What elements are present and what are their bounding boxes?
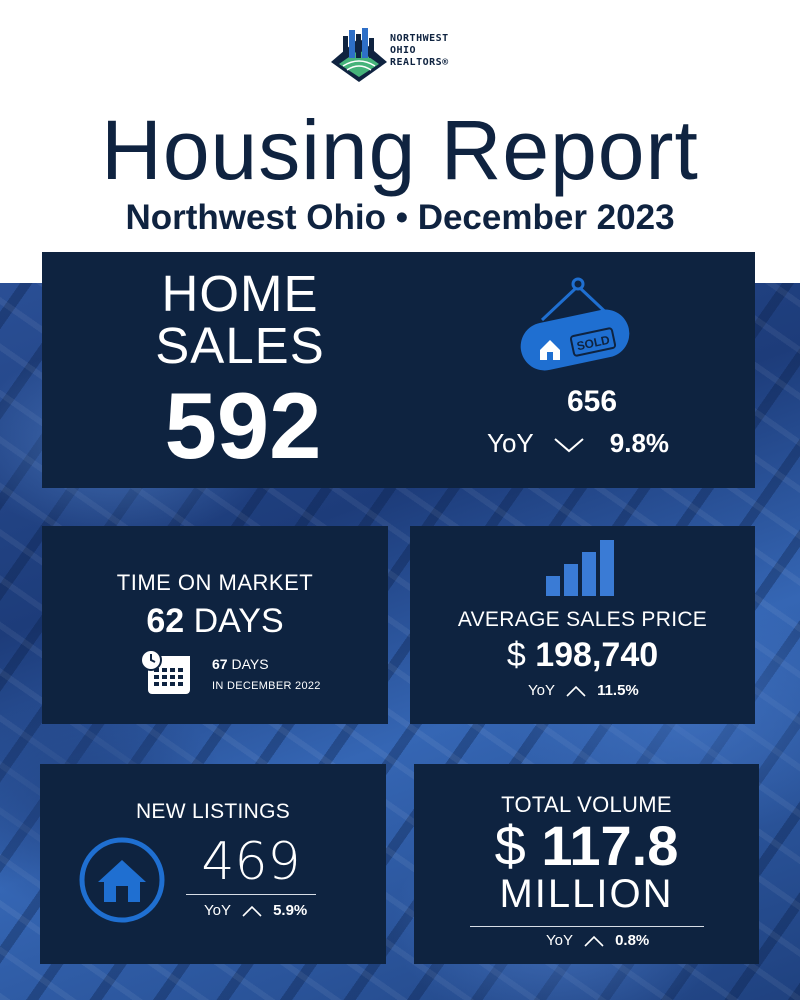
yoy-label: YoY	[204, 902, 231, 919]
total-volume-unit: MILLION	[499, 872, 674, 916]
home-sales-previous-value: 656	[566, 385, 618, 418]
northwest-ohio-realtors-logo: NORTHWEST OHIO REALTORS®	[329, 26, 469, 84]
logo-wordmark: NORTHWEST OHIO REALTORS®	[390, 33, 449, 69]
home-sales-yoy-pct: 9.8%	[609, 428, 670, 458]
average-sales-price-amount: 198,740	[535, 636, 659, 674]
home-sales-title-line2: SALES	[155, 317, 325, 374]
logo-line-1: NORTHWEST	[390, 33, 449, 44]
chevron-up-icon	[242, 905, 262, 917]
currency-symbol: $	[494, 814, 526, 877]
time-on-market-title: TIME ON MARKET	[116, 570, 314, 595]
currency-symbol: $	[506, 636, 526, 674]
time-on-market-previous-unit: DAYS	[231, 656, 269, 672]
report-header: NORTHWEST OHIO REALTORS® Housing Report …	[0, 0, 800, 283]
sold-sign-text: SOLD	[575, 333, 611, 354]
logo-line-3: REALTORS®	[390, 57, 449, 68]
average-sales-price-card: AVERAGE SALES PRICE $ 198,740 YoY 11.5%	[410, 526, 755, 724]
total-volume-title: TOTAL VOLUME	[501, 792, 672, 817]
chevron-up-icon	[566, 685, 586, 697]
new-listings-yoy-pct: 5.9%	[273, 902, 308, 919]
chevron-down-icon	[553, 438, 584, 453]
time-on-market-days: 62	[146, 602, 185, 640]
yoy-label: YoY	[546, 932, 573, 949]
chevron-up-icon	[584, 935, 604, 947]
average-sales-price-title: AVERAGE SALES PRICE	[457, 608, 708, 631]
home-sales-title-line1: HOME	[161, 265, 319, 322]
total-volume-value: $ 117.8	[414, 816, 759, 876]
divider	[470, 926, 704, 927]
page-subtitle: Northwest Ohio • December 2023	[125, 198, 675, 237]
total-volume-amount: 117.8	[541, 814, 679, 877]
logo-line-2: OHIO	[390, 45, 417, 56]
average-sales-price-yoy: YoY 11.5%	[528, 682, 639, 699]
new-listings-card: NEW LISTINGS 469 YoY 5.9%	[40, 764, 386, 964]
yoy-label: YoY	[528, 682, 555, 699]
new-listings-value: 469	[201, 832, 301, 892]
logo-mark-icon	[331, 28, 387, 82]
average-sales-price-value: $ 198,740	[410, 636, 755, 675]
house-circle-icon	[79, 837, 165, 923]
time-on-market-value: 62 DAYS	[42, 602, 388, 641]
time-on-market-previous-value: 67	[212, 656, 228, 672]
total-volume-yoy: YoY 0.8%	[546, 932, 649, 949]
home-sales-value: 592	[164, 373, 322, 478]
yoy-label: YoY	[487, 428, 534, 458]
home-sales-yoy: YoY 9.8%	[487, 428, 669, 459]
home-sales-title: HOME SALES	[140, 268, 340, 372]
total-volume-card: TOTAL VOLUME $ 117.8 MILLION YoY 0.8%	[414, 764, 759, 964]
new-listings-yoy: YoY 5.9%	[204, 902, 307, 919]
divider	[186, 894, 316, 895]
new-listings-title: NEW LISTINGS	[135, 800, 291, 823]
time-on-market-previous-period: IN DECEMBER 2022	[212, 680, 321, 692]
bar-chart-icon	[546, 540, 614, 596]
time-on-market-previous: 67 DAYS	[212, 656, 269, 672]
home-sales-card: HOME SALES 592 SOLD 656 YoY 9.8%	[42, 252, 755, 488]
average-sales-price-yoy-pct: 11.5%	[597, 682, 639, 699]
time-on-market-card: TIME ON MARKET 62 DAYS 67 DAYS IN DECEMB…	[42, 526, 388, 724]
time-on-market-unit: DAYS	[193, 602, 284, 640]
total-volume-yoy-pct: 0.8%	[615, 932, 650, 949]
calendar-clock-icon	[140, 649, 190, 694]
page-title: Housing Report	[101, 103, 699, 197]
sold-sign-icon: SOLD	[520, 277, 630, 371]
